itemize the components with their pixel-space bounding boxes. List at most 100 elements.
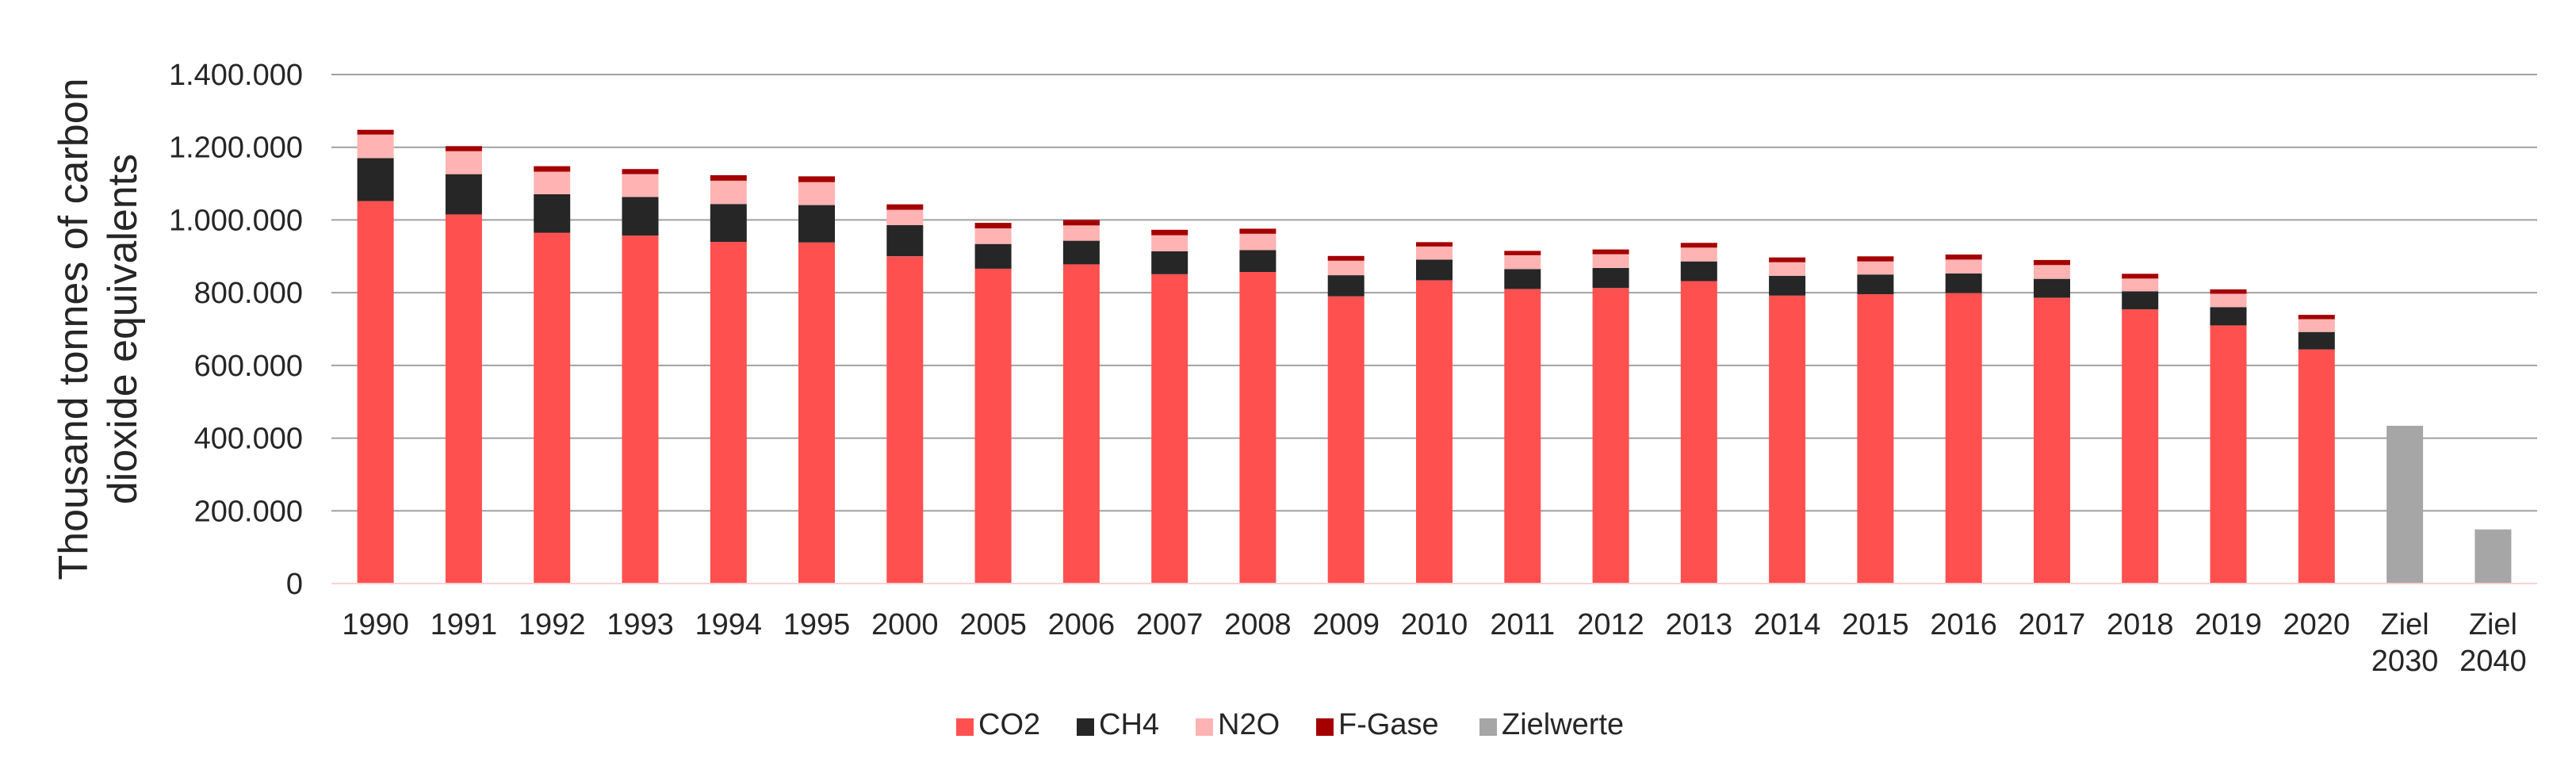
bar-f-gase <box>1945 255 1982 260</box>
legend-swatch <box>1316 718 1334 736</box>
bar-ch4 <box>534 193 571 233</box>
bar-co2 <box>974 268 1012 584</box>
x-tick-label: 1994 <box>695 608 762 641</box>
bar-ch4 <box>974 243 1012 269</box>
axes: 0 200.000 400.000 600.000 800.000 1.000.000 1.… <box>51 59 2537 678</box>
bar-co2 <box>1680 281 1717 584</box>
legend-item-ch4: CH4 <box>1077 708 1159 741</box>
bar-f-gase <box>1416 242 1453 247</box>
x-tick-label: 1991 <box>431 608 498 641</box>
legend: CO2 CH4 N2O F-Gase Zielwerte <box>956 708 1624 741</box>
bar-ch4 <box>1680 261 1717 281</box>
y-tick-label: 600.000 <box>194 350 303 383</box>
bar-f-gase <box>1239 228 1277 234</box>
bar-f-gase <box>2034 259 2070 266</box>
bar-f-gase <box>1592 249 1629 255</box>
bar-ch4 <box>1504 269 1541 289</box>
bar-co2 <box>2210 325 2247 584</box>
legend-swatch <box>956 718 974 736</box>
bar-f-gase <box>622 169 659 174</box>
bar-ch4 <box>1857 274 1894 294</box>
bar-ch4 <box>710 204 747 242</box>
x-tick-label: 2030 <box>2371 645 2439 678</box>
bars <box>357 129 2512 584</box>
y-tick-label: 1.000.000 <box>169 204 303 237</box>
y-tick-label: 1.200.000 <box>169 132 303 165</box>
y-tick-label: 1.400.000 <box>169 59 303 92</box>
bar-co2 <box>1062 264 1100 584</box>
bar-ch4 <box>798 205 835 243</box>
bar-co2 <box>1504 289 1541 584</box>
bar-n2o <box>1151 235 1188 251</box>
bar-zielwerte <box>2387 426 2424 584</box>
bar-ch4 <box>1416 259 1453 281</box>
bar-ch4 <box>2298 331 2335 350</box>
bar-ch4 <box>1327 275 1365 297</box>
bar-n2o <box>974 228 1012 244</box>
bar-n2o <box>1769 262 1806 276</box>
bar-n2o <box>357 134 394 159</box>
bar-f-gase <box>710 175 747 181</box>
bar-n2o <box>1239 233 1277 251</box>
bar-ch4 <box>2034 278 2070 298</box>
bar-ch4 <box>1592 268 1629 289</box>
legend-item-co2: CO2 <box>956 708 1040 741</box>
bar-co2 <box>2122 309 2159 584</box>
bar-co2 <box>622 235 659 584</box>
bar-n2o <box>886 209 924 225</box>
x-tick-label: 2019 <box>2195 608 2262 641</box>
bar-f-gase <box>1151 229 1188 235</box>
bar-n2o <box>534 171 571 194</box>
bar-n2o <box>710 180 747 205</box>
bar-n2o <box>798 182 835 205</box>
x-tick-label: 1990 <box>342 608 409 641</box>
bar-n2o <box>1416 246 1453 260</box>
bar-n2o <box>2034 265 2070 279</box>
bar-n2o <box>1680 247 1717 262</box>
legend-label: Zielwerte <box>1502 708 1624 741</box>
bar-co2 <box>1151 274 1188 584</box>
bar-f-gase <box>798 176 835 182</box>
x-tick-label: 2014 <box>1754 608 1821 641</box>
legend-item-f-gase: F-Gase <box>1316 708 1439 741</box>
bar-n2o <box>2122 278 2159 292</box>
bar-n2o <box>2298 319 2335 332</box>
bar-ch4 <box>1239 250 1277 272</box>
bar-n2o <box>1062 225 1100 241</box>
bar-co2 <box>1945 293 1982 584</box>
x-tick-label: 2005 <box>959 608 1027 641</box>
x-tick-label: 2000 <box>871 608 939 641</box>
x-tick-label: Ziel <box>2380 608 2429 641</box>
y-tick-label: 200.000 <box>194 495 303 528</box>
y-axis-title: dioxide equivalents <box>100 154 146 504</box>
bar-n2o <box>1592 254 1629 268</box>
bar-f-gase <box>1769 257 1806 262</box>
bar-f-gase <box>1857 256 1894 262</box>
bar-f-gase <box>2298 315 2335 320</box>
bar-co2 <box>1327 296 1365 584</box>
legend-label: N2O <box>1218 708 1280 741</box>
legend-swatch <box>1077 718 1094 736</box>
x-tick-label: 1992 <box>519 608 586 641</box>
bar-f-gase <box>1327 255 1365 261</box>
bar-ch4 <box>1151 251 1188 274</box>
x-tick-label: 2040 <box>2459 645 2527 678</box>
bar-n2o <box>622 174 659 197</box>
x-tick-label: 2017 <box>2019 608 2086 641</box>
bar-co2 <box>1769 295 1806 584</box>
bar-co2 <box>798 242 835 584</box>
y-tick-label: 800.000 <box>194 277 303 310</box>
bar-co2 <box>1416 280 1453 584</box>
bar-n2o <box>2210 293 2247 308</box>
legend-item-zielwerte: Zielwerte <box>1479 708 1624 741</box>
bar-f-gase <box>1062 220 1100 226</box>
bar-co2 <box>1239 272 1277 584</box>
bar-co2 <box>357 201 394 584</box>
bar-ch4 <box>1945 273 1982 293</box>
legend-swatch <box>1479 718 1497 736</box>
x-tick-label: 2016 <box>1930 608 1997 641</box>
bar-ch4 <box>1062 240 1100 265</box>
x-tick-label: 2008 <box>1224 608 1292 641</box>
